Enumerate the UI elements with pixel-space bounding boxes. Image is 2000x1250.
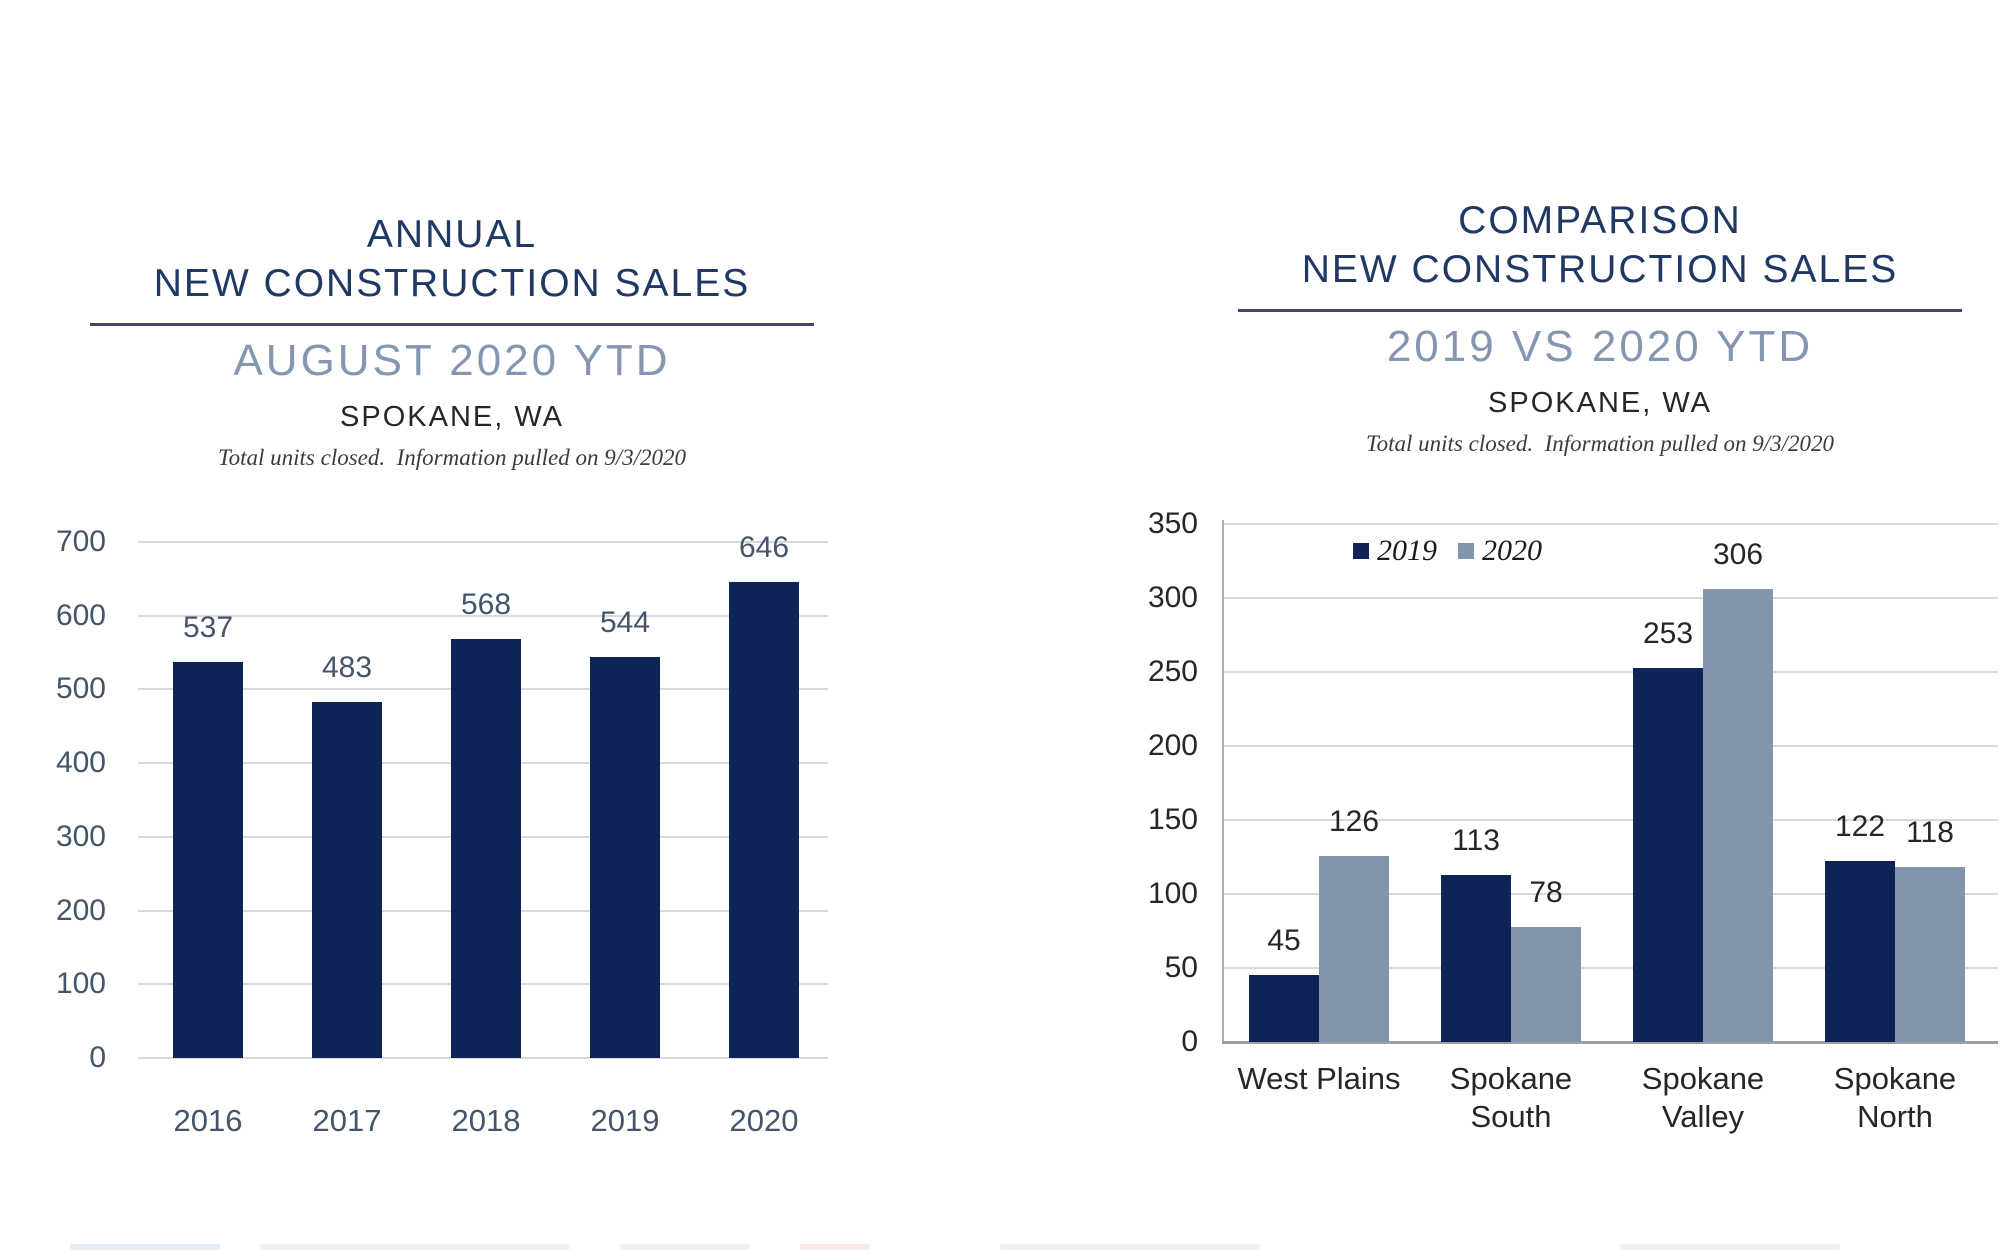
y-axis-label-700: 700 <box>55 525 106 558</box>
y-axis-label-300: 300 <box>1147 581 1198 614</box>
bar-value-label-2019: 544 <box>599 605 651 639</box>
x-axis-label-west-plains: West Plains <box>1237 1061 1401 1096</box>
footer-smudge <box>260 1244 570 1250</box>
comparison-chart-subtitle: 2019 VS 2020 YTD <box>1386 322 1814 371</box>
annual-chart-header: ANNUAL NEW CONSTRUCTION SALES AUGUST 202… <box>90 210 814 472</box>
x-axis-label-spokane-south: Spokane South <box>1449 1061 1573 1134</box>
comparison-chart-title-line1: COMPARISON <box>1458 199 1742 242</box>
bar-2019-spokane-north <box>1825 861 1895 1042</box>
gridline-0 <box>138 1057 828 1059</box>
y-axis-label-0: 0 <box>89 1041 106 1074</box>
bar-2019-spokane-south <box>1441 874 1511 1042</box>
bar-2017 <box>312 701 382 1058</box>
footer-smudge <box>1000 1244 1260 1250</box>
footer-smudge <box>70 1244 220 1250</box>
bar-2018 <box>451 639 521 1058</box>
comparison-chart-title-line2: NEW CONSTRUCTION SALES <box>1301 248 1899 291</box>
gridline-50 <box>1224 967 1998 969</box>
x-axis-label-2017: 2017 <box>312 1103 382 1138</box>
gridline-300 <box>1224 597 1998 599</box>
gridline-250 <box>1224 671 1998 673</box>
legend-swatch-2019 <box>1353 543 1369 559</box>
gridline-150 <box>1224 819 1998 821</box>
gridline-350 <box>1224 523 1998 525</box>
footer-smudge <box>620 1244 750 1250</box>
y-axis-label-0: 0 <box>1181 1025 1198 1058</box>
annual-title-underline <box>90 323 814 326</box>
legend-label-2019: 2019 <box>1377 534 1437 567</box>
y-axis-label-50: 50 <box>1164 951 1198 984</box>
bar-value-label-2020-spokane-south: 78 <box>1529 875 1563 909</box>
y-axis-line <box>1222 520 1224 1044</box>
annual-chart-location: SPOKANE, WA <box>340 401 564 433</box>
y-axis-label-200: 200 <box>1147 729 1198 762</box>
x-axis-label-2019: 2019 <box>590 1103 660 1138</box>
x-axis-label-2018: 2018 <box>451 1103 521 1138</box>
bar-value-label-2018: 568 <box>460 588 512 622</box>
y-axis-label-250: 250 <box>1147 655 1198 688</box>
y-axis-label-200: 200 <box>55 893 106 927</box>
bar-2020-spokane-south <box>1511 926 1581 1042</box>
annual-chart-footnote: Total units closed. Information pulled o… <box>217 445 687 470</box>
gridline-200 <box>1224 745 1998 747</box>
footer-smudge <box>1620 1244 1840 1250</box>
comparison-chart-footnote: Total units closed. Information pulled o… <box>1365 431 1835 456</box>
y-axis-label-350: 350 <box>1147 507 1198 540</box>
y-axis-label-300: 300 <box>55 819 106 853</box>
comparison-title-underline <box>1238 309 1962 312</box>
bar-value-label-2017: 483 <box>321 650 373 684</box>
y-axis-label-100: 100 <box>55 967 106 1001</box>
y-axis-label-400: 400 <box>55 746 106 780</box>
bar-2020-west-plains <box>1319 855 1389 1042</box>
bar-value-label-2019-spokane-south: 113 <box>1452 823 1500 857</box>
y-axis-label-100: 100 <box>1147 877 1198 910</box>
cutoff-footer-artifact <box>0 1242 2000 1250</box>
x-axis-label-spokane-valley: Spokane Valley <box>1641 1061 1765 1134</box>
x-axis-label-spokane-north: Spokane North <box>1833 1061 1957 1134</box>
gridline-100 <box>1224 893 1998 895</box>
bar-value-label-2016: 537 <box>182 611 234 645</box>
y-axis-label-500: 500 <box>55 672 106 706</box>
comparison-chart-location: SPOKANE, WA <box>1488 387 1712 419</box>
x-axis-line <box>1222 1041 1998 1044</box>
gridline-600 <box>138 614 828 617</box>
bar-2020-spokane-north <box>1895 867 1965 1042</box>
bar-2019-west-plains <box>1249 975 1319 1042</box>
bar-2020-spokane-valley <box>1703 589 1773 1042</box>
annual-chart-title-line1: ANNUAL <box>366 213 538 256</box>
bar-value-label-2020-spokane-valley: 306 <box>1712 538 1764 572</box>
bar-2019 <box>590 656 660 1058</box>
bar-2016 <box>173 662 243 1058</box>
legend-label-2020: 2020 <box>1482 534 1542 567</box>
y-axis-label-600: 600 <box>55 598 106 632</box>
y-axis-label-150: 150 <box>1147 803 1198 836</box>
legend-swatch-2020 <box>1458 543 1474 559</box>
x-axis-label-2016: 2016 <box>173 1103 243 1138</box>
bar-2020 <box>729 581 799 1058</box>
bar-value-label-2019-spokane-valley: 253 <box>1642 616 1694 650</box>
comparison-chart-header: COMPARISON NEW CONSTRUCTION SALES 2019 V… <box>1238 196 1962 458</box>
gridline-700 <box>138 541 828 543</box>
bar-value-label-2019-west-plains: 45 <box>1267 924 1301 958</box>
bar-value-label-2020-spokane-north: 118 <box>1906 816 1954 850</box>
annual-chart-title-line2: NEW CONSTRUCTION SALES <box>153 262 751 305</box>
bar-value-label-2019-spokane-north: 122 <box>1834 810 1886 844</box>
annual-chart-subtitle: AUGUST 2020 YTD <box>233 336 671 385</box>
footer-smudge <box>800 1244 870 1250</box>
x-axis-label-2020: 2020 <box>729 1103 799 1138</box>
bar-value-label-2020-west-plains: 126 <box>1328 804 1380 838</box>
bar-value-label-2020: 646 <box>738 530 790 564</box>
bar-2019-spokane-valley <box>1633 667 1703 1042</box>
